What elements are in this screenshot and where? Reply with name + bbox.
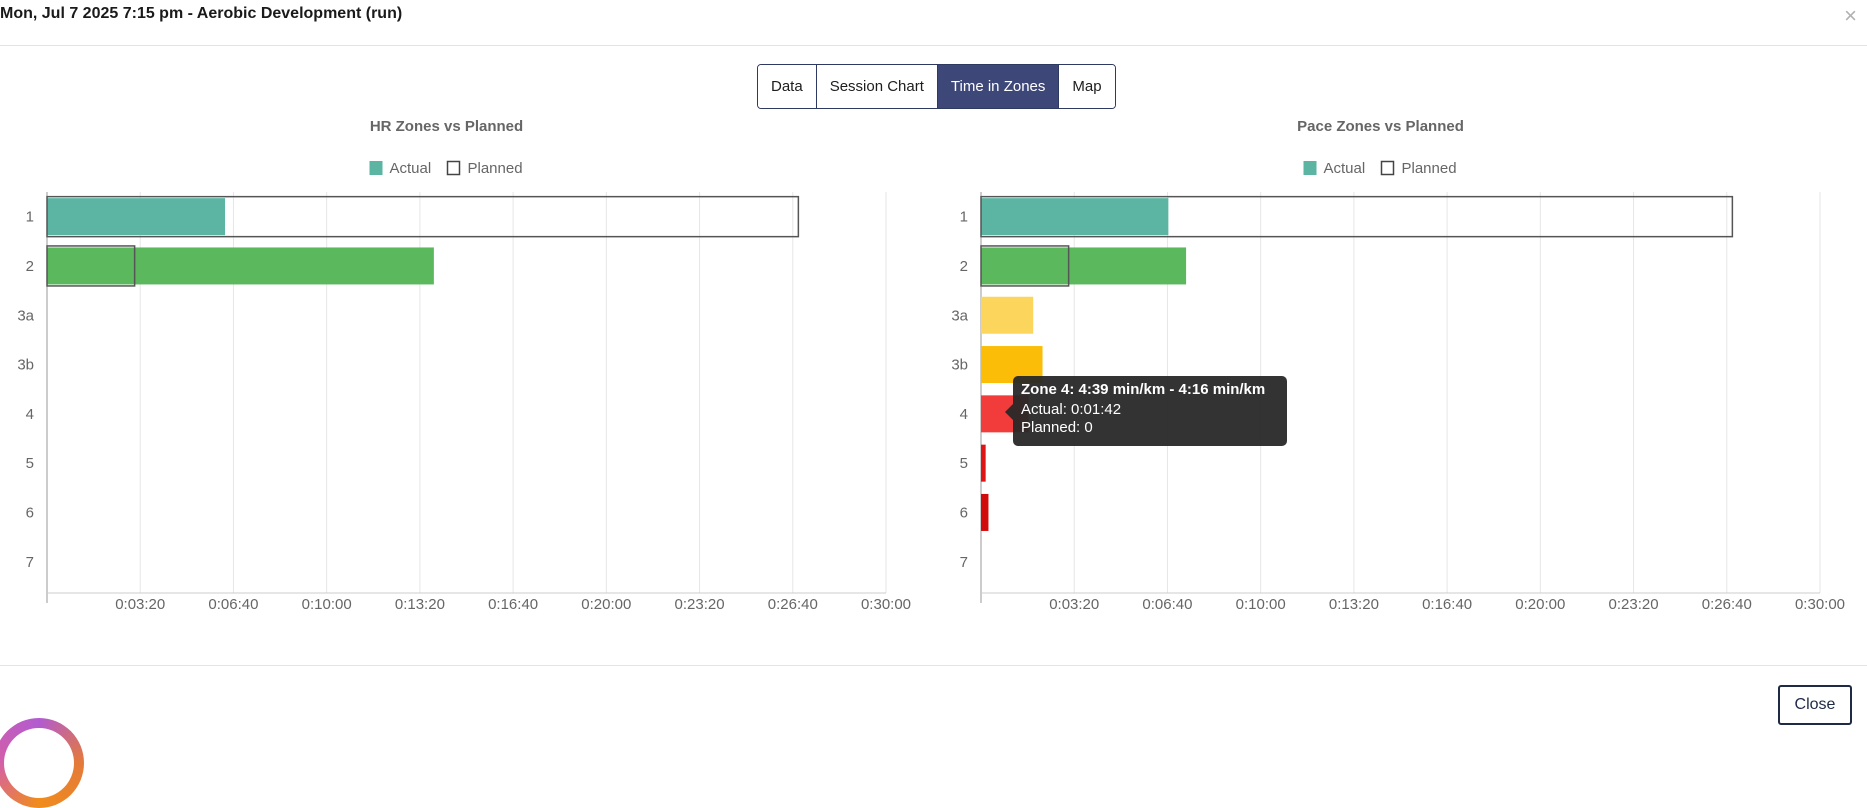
tab-data[interactable]: Data bbox=[758, 65, 817, 108]
pace-actual-bar-zone-3a[interactable] bbox=[981, 296, 1034, 334]
tooltip-actual: Actual: 0:01:42 bbox=[1021, 401, 1122, 418]
hr-planned-bar-zone-1[interactable] bbox=[46, 195, 800, 238]
tab-time-in-zones[interactable]: Time in Zones bbox=[937, 65, 1060, 108]
view-tabs: Data Session Chart Time in Zones Map bbox=[757, 64, 1116, 109]
hr-y-tick-label: 2 bbox=[26, 258, 34, 275]
hr-legend-actual-label[interactable]: Actual bbox=[390, 160, 432, 177]
hr-x-tick-label: 0:10:00 bbox=[302, 596, 352, 613]
pace-x-tick-label: 0:20:00 bbox=[1515, 596, 1565, 613]
hr-x-tick-label: 0:13:20 bbox=[395, 596, 445, 613]
close-button[interactable]: Close bbox=[1778, 685, 1852, 725]
app-logo bbox=[0, 718, 84, 808]
tooltip-title: Zone 4: 4:39 min/km - 4:16 min/km bbox=[1021, 381, 1266, 398]
hr-x-tick-label: 0:23:20 bbox=[675, 596, 725, 613]
hr-y-tick-label: 3b bbox=[17, 357, 34, 374]
hr-planned-bar-zone-2[interactable] bbox=[46, 245, 136, 287]
pace-legend: Actual Planned bbox=[1303, 160, 1457, 177]
hr-chart-title: HR Zones vs Planned bbox=[370, 118, 523, 135]
pace-actual-bar-zone-6[interactable] bbox=[981, 493, 989, 531]
pace-legend-actual-swatch bbox=[1303, 161, 1317, 175]
pace-actual-bar-zone-1[interactable] bbox=[981, 198, 1169, 236]
dialog-title: Mon, Jul 7 2025 7:15 pm - Aerobic Develo… bbox=[0, 5, 403, 22]
pace-x-tick-label: 0:13:20 bbox=[1329, 596, 1379, 613]
pace-y-tick-label: 1 bbox=[960, 209, 968, 226]
hr-y-tick-label: 4 bbox=[26, 406, 34, 423]
pace-legend-planned-label[interactable]: Planned bbox=[1402, 160, 1457, 177]
hr-zones-chart: HR Zones vs Planned Actual Planned 0:03:20 0… bbox=[17, 118, 911, 613]
pace-actual-bar-zone-2[interactable] bbox=[981, 247, 1187, 285]
pace-y-tick-label: 2 bbox=[960, 258, 968, 275]
hr-legend-actual-swatch bbox=[369, 161, 383, 175]
pace-x-tick-label: 0:10:00 bbox=[1236, 596, 1286, 613]
dialog-header: Mon, Jul 7 2025 7:15 pm - Aerobic Develo… bbox=[0, 0, 1867, 46]
hr-legend-planned-label[interactable]: Planned bbox=[468, 160, 523, 177]
hr-actual-bar-zone-2[interactable] bbox=[47, 247, 434, 285]
pace-x-tick-label: 0:16:40 bbox=[1422, 596, 1472, 613]
pace-y-tick-label: 4 bbox=[960, 406, 968, 423]
hr-x-tick-label: 0:03:20 bbox=[115, 596, 165, 613]
pace-legend-actual-label[interactable]: Actual bbox=[1324, 160, 1366, 177]
hr-actual-bar-zone-1[interactable] bbox=[47, 198, 226, 236]
hr-legend: Actual Planned bbox=[369, 160, 523, 177]
pace-planned-bar-zone-1[interactable] bbox=[980, 195, 1734, 238]
pace-y-tick-label: 7 bbox=[960, 554, 968, 571]
pace-x-tick-label: 0:03:20 bbox=[1049, 596, 1099, 613]
hr-x-tick-label: 0:06:40 bbox=[208, 596, 258, 613]
hr-x-tick-label: 0:30:00 bbox=[861, 596, 911, 613]
hr-y-tick-label: 1 bbox=[26, 209, 34, 226]
pace-x-tick-label: 0:30:00 bbox=[1795, 596, 1845, 613]
pace-x-tick-label: 0:23:20 bbox=[1609, 596, 1659, 613]
pace-x-tick-label: 0:06:40 bbox=[1142, 596, 1192, 613]
pace-y-tick-label: 3b bbox=[951, 357, 968, 374]
zone-tooltip: Zone 4: 4:39 min/km - 4:16 min/km Actual… bbox=[1005, 376, 1287, 446]
pace-zones-chart: Pace Zones vs Planned Actual Planned 0:03:2… bbox=[951, 118, 1845, 613]
pace-planned-bar-zone-2[interactable] bbox=[980, 245, 1070, 287]
hr-y-tick-label: 3a bbox=[17, 307, 34, 324]
pace-legend-planned-swatch bbox=[1380, 160, 1395, 176]
hr-x-tick-label: 0:16:40 bbox=[488, 596, 538, 613]
pace-y-tick-label: 6 bbox=[960, 504, 968, 521]
tab-session-chart[interactable]: Session Chart bbox=[816, 65, 938, 108]
tab-map[interactable]: Map bbox=[1059, 65, 1115, 108]
pace-y-tick-label: 5 bbox=[960, 455, 968, 472]
hr-x-tick-label: 0:26:40 bbox=[768, 596, 818, 613]
pace-chart-title: Pace Zones vs Planned bbox=[1297, 118, 1464, 135]
tooltip-planned: Planned: 0 bbox=[1021, 419, 1093, 436]
pace-x-tick-label: 0:26:40 bbox=[1702, 596, 1752, 613]
close-icon[interactable]: × bbox=[1844, 3, 1857, 28]
pace-actual-bar-zone-5[interactable] bbox=[981, 444, 986, 482]
hr-x-tick-label: 0:20:00 bbox=[581, 596, 631, 613]
hr-y-tick-label: 7 bbox=[26, 554, 34, 571]
hr-legend-planned-swatch bbox=[446, 160, 461, 176]
hr-y-tick-label: 6 bbox=[26, 504, 34, 521]
footer-divider bbox=[0, 665, 1867, 666]
hr-y-tick-label: 5 bbox=[26, 455, 34, 472]
pace-y-tick-label: 3a bbox=[951, 307, 968, 324]
